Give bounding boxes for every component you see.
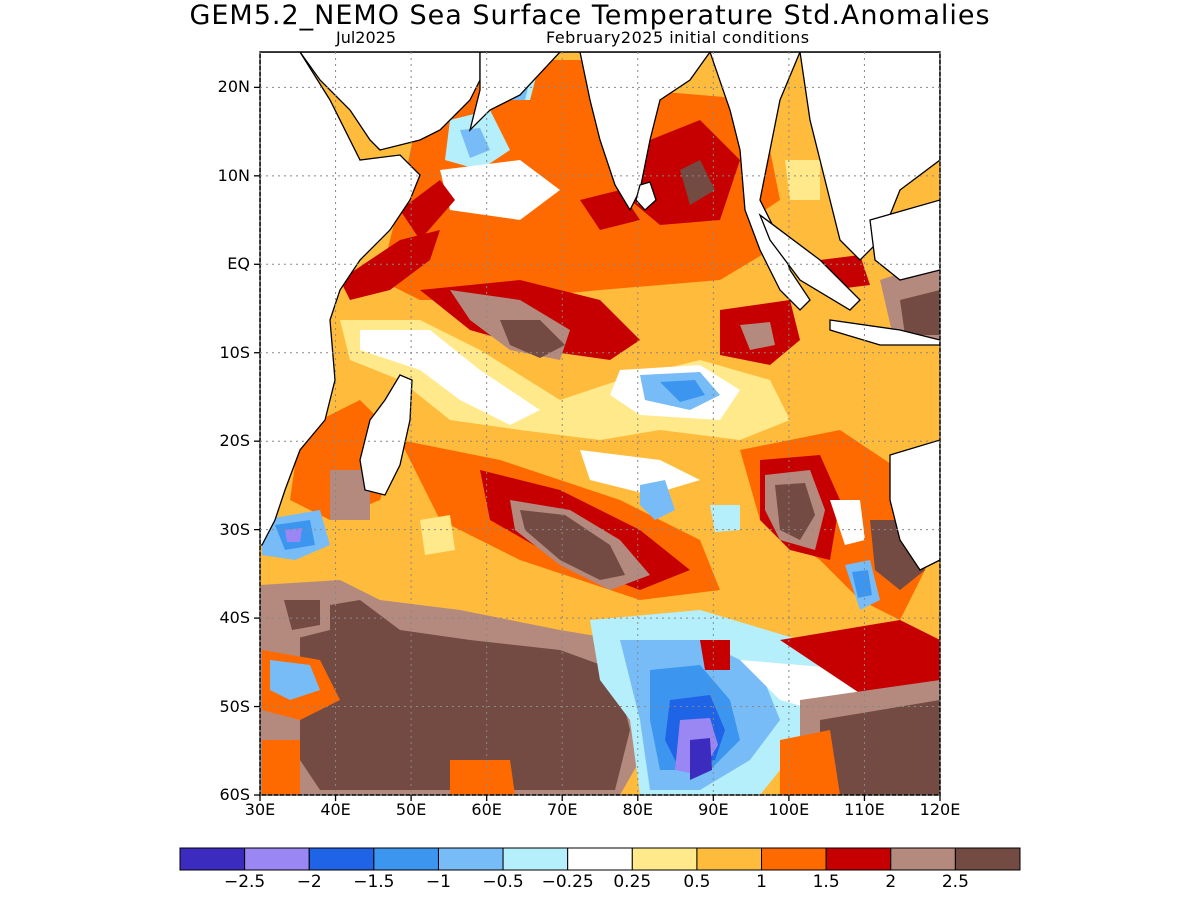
latitude-label: 20S (219, 431, 250, 451)
latitude-label: 20N (217, 77, 250, 97)
colorbar-swatch (179, 847, 246, 871)
colorbar-label: −1 (425, 872, 451, 892)
graticule (259, 52, 941, 796)
longitude-label: 50E (395, 800, 427, 819)
longitude-label: 30E (244, 800, 276, 819)
latitude-label: 10S (219, 342, 250, 362)
forecast-month: Jul2025 (336, 28, 397, 47)
colorbar-label: 0.25 (613, 872, 652, 892)
map-title: GEM5.2_NEMO Sea Surface Temperature Std.… (189, 0, 991, 31)
colorbar-label: −0.5 (482, 872, 524, 892)
colorbar-label: 0.5 (683, 872, 711, 892)
colorbar-label: −1.5 (353, 872, 395, 892)
colorbar-swatch (825, 847, 892, 871)
landmasses (260, 52, 940, 571)
colorbar-label: 2.5 (941, 872, 969, 892)
colorbar-label: 1 (756, 872, 767, 892)
longitude-label: 80E (622, 800, 653, 819)
latitude-label: 40S (219, 608, 250, 628)
map-frame (259, 51, 941, 796)
latitude-label: 30S (219, 519, 250, 539)
latitude-label: EQ (227, 254, 250, 274)
colorbar-swatch (437, 847, 504, 871)
colorbar-swatch (567, 847, 633, 871)
longitude-label: 90E (698, 800, 729, 819)
axis-ticks (254, 86, 941, 801)
colorbar-swatch (244, 847, 310, 871)
colorbar-swatch (890, 847, 956, 871)
colorbar-swatch (631, 847, 698, 871)
colorbar-label: 1.5 (812, 872, 840, 892)
longitude-label: 70E (546, 800, 578, 819)
colorbar-label: −0.25 (541, 872, 594, 892)
latitude-label: 50S (219, 696, 250, 716)
colorbar-label: −2 (296, 872, 322, 892)
colorbar-swatch (696, 847, 763, 871)
colorbar (179, 847, 1021, 871)
colorbar-swatch (308, 847, 375, 871)
longitude-label: 110E (844, 800, 885, 819)
colorbar-swatch (761, 847, 827, 871)
longitude-label: 40E (320, 800, 351, 819)
colorbar-label: 2 (885, 872, 897, 892)
colorbar-swatch (373, 847, 439, 871)
colorbar-label: −2.5 (223, 872, 266, 892)
colorbar-swatch (502, 847, 569, 871)
longitude-label: 120E (919, 800, 961, 819)
longitude-label: 100E (768, 800, 810, 819)
latitude-label: 10N (217, 165, 250, 185)
initial-conditions: February2025 initial conditions (546, 28, 810, 47)
colorbar-swatch (954, 847, 1021, 871)
longitude-label: 60E (471, 800, 502, 819)
latitude-label: 60S (219, 785, 250, 804)
